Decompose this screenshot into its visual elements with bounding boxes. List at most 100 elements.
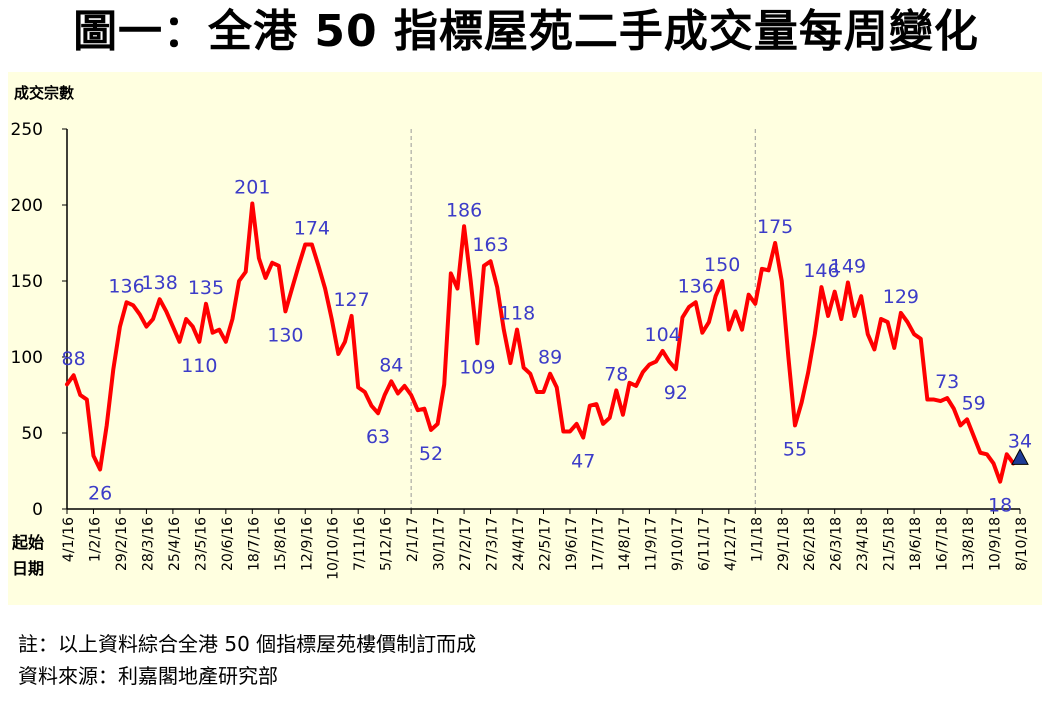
data-label: 118 (499, 303, 535, 325)
data-point (264, 276, 267, 279)
data-point (615, 389, 618, 392)
y-tick-label: 0 (32, 500, 43, 520)
data-point (886, 321, 889, 324)
data-point (284, 310, 287, 313)
data-point (688, 305, 691, 308)
x-tick-label: 15/8/16 (273, 517, 289, 571)
data-label: 88 (62, 348, 86, 370)
data-point (807, 371, 810, 374)
x-tick-label: 28/3/16 (140, 517, 156, 571)
data-point (939, 400, 942, 403)
data-point (985, 453, 988, 456)
x-tick-label: 24/4/17 (511, 517, 527, 571)
data-point (707, 321, 710, 324)
data-point (694, 301, 697, 304)
data-point (509, 362, 512, 365)
data-point (178, 340, 181, 343)
data-point (846, 281, 849, 284)
data-point (171, 325, 174, 328)
data-point (721, 280, 724, 283)
data-point (218, 328, 221, 331)
data-label: 136 (678, 275, 714, 297)
data-point (966, 418, 969, 421)
y-tick-label: 50 (21, 424, 43, 444)
data-point (99, 468, 102, 471)
data-point (165, 310, 168, 313)
data-point (277, 264, 280, 267)
data-point (853, 314, 856, 317)
x-tick-label: 26/3/18 (829, 517, 845, 571)
data-point (496, 286, 499, 289)
data-label: 186 (446, 199, 482, 221)
x-tick-label: 10/9/18 (988, 517, 1004, 571)
x-tick-label: 6/11/17 (696, 517, 712, 571)
data-point (145, 325, 148, 328)
data-point (423, 407, 426, 410)
data-point (463, 225, 466, 228)
data-point (860, 295, 863, 298)
data-point (701, 331, 704, 334)
data-point (741, 328, 744, 331)
data-point (297, 264, 300, 267)
x-tick-label: 4/1/16 (61, 517, 77, 562)
x-tick-label: 21/5/18 (882, 517, 898, 571)
data-label: 59 (962, 392, 986, 414)
data-point (158, 298, 161, 301)
data-point (456, 287, 459, 290)
data-point (105, 424, 108, 427)
data-label: 129 (883, 286, 919, 308)
data-point (774, 242, 777, 245)
data-point (747, 293, 750, 296)
data-point (946, 397, 949, 400)
data-point (827, 314, 830, 317)
data-point (443, 383, 446, 386)
data-point (396, 392, 399, 395)
data-point (919, 337, 922, 340)
y-tick-label: 250 (11, 120, 43, 140)
data-point (522, 366, 525, 369)
series-line (65, 201, 1022, 484)
footnote-methodology: 註：以上資料綜合全港 50 個指標屋苑樓價制訂而成 (18, 632, 477, 656)
data-point (132, 304, 135, 307)
data-point (310, 243, 313, 246)
data-point (79, 394, 82, 397)
data-point (913, 333, 916, 336)
data-point (1005, 453, 1008, 456)
data-label: 146 (803, 260, 839, 282)
data-point (343, 340, 346, 343)
data-point (833, 290, 836, 293)
data-point (780, 280, 783, 283)
data-point (793, 424, 796, 427)
chart-title: 圖一：全港 50 指標屋苑二手成交量每周變化 (73, 6, 979, 57)
x-tick-label: 22/5/17 (538, 517, 554, 571)
data-point (191, 325, 194, 328)
y-axis-title: 成交宗數 (14, 84, 74, 102)
x-axis-title-line2: 日期 (12, 559, 44, 578)
x-tick-label: 29/2/16 (114, 517, 130, 571)
data-label: 174 (294, 218, 330, 240)
data-point (238, 280, 241, 283)
y-tick-label: 150 (11, 272, 43, 292)
x-tick-label: 12/9/16 (299, 517, 315, 571)
data-point (257, 257, 260, 260)
x-tick-label: 1/1/18 (749, 517, 765, 562)
x-tick-label: 19/6/17 (564, 517, 580, 571)
data-point (873, 348, 876, 351)
chart-area: 成交宗數 起始 日期 0 50 100 150 200 250 4/1/16 1/2/16 29… (8, 72, 1042, 605)
x-tick-label: 5/12/16 (379, 517, 395, 571)
data-label: 135 (188, 277, 224, 299)
data-point (681, 316, 684, 319)
data-label: 92 (664, 382, 688, 404)
data-point (410, 394, 413, 397)
data-label: 130 (267, 324, 303, 346)
data-label: 104 (644, 324, 680, 346)
data-point (754, 302, 757, 305)
x-tick-label: 23/4/18 (855, 517, 871, 571)
data-point (608, 416, 611, 419)
x-tick-label: 25/4/16 (167, 517, 183, 571)
data-point (92, 454, 95, 457)
data-point (813, 333, 816, 336)
x-tick-label: 17/7/17 (590, 517, 606, 571)
data-point (482, 264, 485, 267)
data-point (66, 383, 69, 386)
